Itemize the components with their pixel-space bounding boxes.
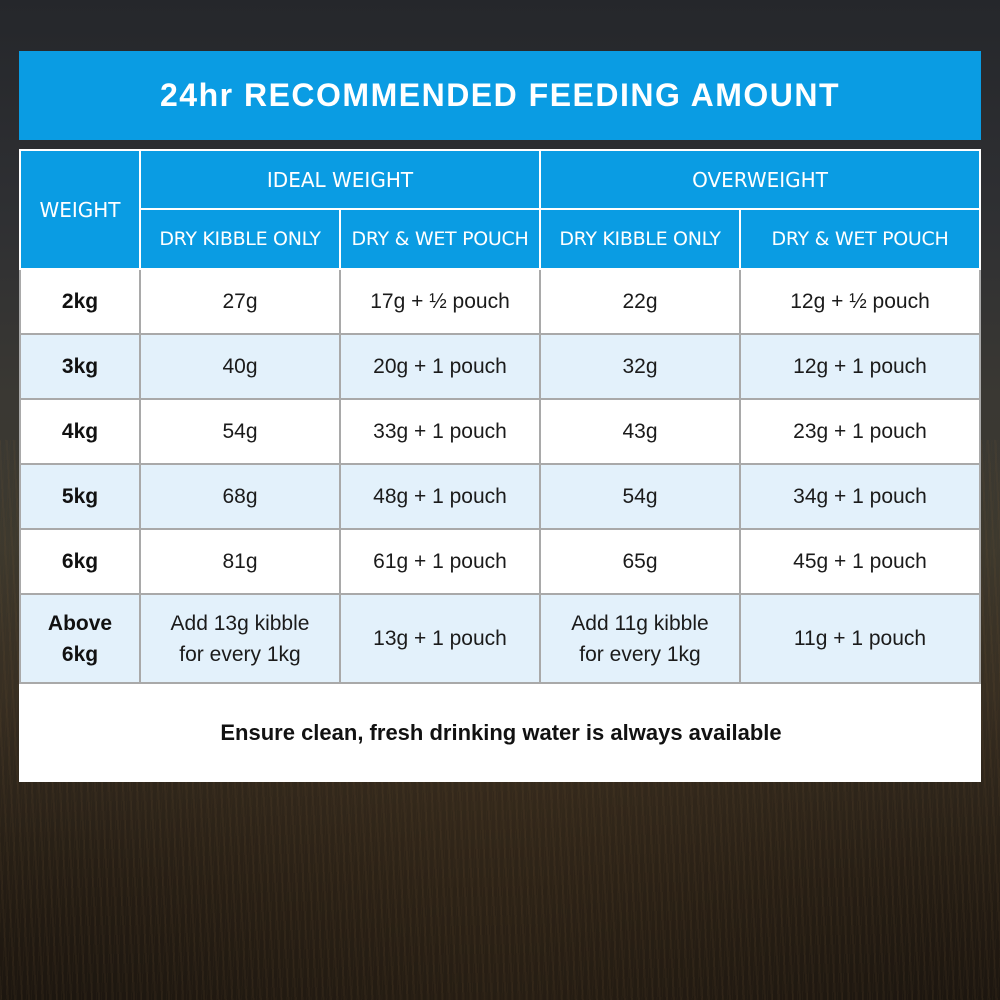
weight-line-1: Above [47,611,113,635]
weight-cell: 4kg [19,398,141,465]
table-row: 4kg 54g 33g + 1 pouch 43g 23g + 1 pouch [19,398,982,465]
ideal-dry-cell: 81g [139,528,341,595]
over-wet-cell: 45g + 1 pouch [738,528,982,595]
feeding-table: WEIGHT IDEAL WEIGHT OVERWEIGHT DRY KIBBL… [19,149,982,684]
ideal-wet-cell: 20g + 1 pouch [339,333,541,400]
header-overweight: OVERWEIGHT [538,149,982,210]
ideal-wet-cell: 48g + 1 pouch [339,463,541,530]
ideal-dry-cell: 40g [139,333,341,400]
over-dry-cell: 22g [539,268,741,335]
over-dry-cell: 65g [539,528,741,595]
weight-cell: 2kg [19,268,141,335]
over-wet-cell: 12g + 1 pouch [738,333,982,400]
over-dry-line-1: Add 11g kibble [571,611,709,635]
ideal-wet-cell: 17g + ½ pouch [339,268,541,335]
weight-cell: Above 6kg [19,593,141,684]
feeding-panel: 24hr RECOMMENDED FEEDING AMOUNT WEIGHT I… [19,51,982,782]
header-row-groups: WEIGHT IDEAL WEIGHT OVERWEIGHT [19,149,982,270]
over-dry-cell: 54g [539,463,741,530]
table-row: 6kg 81g 61g + 1 pouch 65g 45g + 1 pouch [19,528,982,595]
over-dry-cell: 32g [539,333,741,400]
weight-line-2: 6kg [61,642,99,666]
header-row-sub: DRY KIBBLE ONLY DRY & WET POUCH DRY KIBB… [20,208,982,270]
ideal-wet-cell: 13g + 1 pouch [339,593,541,684]
weight-cell: 3kg [19,333,141,400]
over-dry-cell: 43g [539,398,741,465]
ideal-dry-cell: 27g [139,268,341,335]
page-title: 24hr RECOMMENDED FEEDING AMOUNT [19,51,981,140]
over-wet-cell: 12g + ½ pouch [738,268,982,335]
ideal-dry-cell: Add 13g kibble for every 1kg [139,593,341,684]
ideal-dry-line-2: for every 1kg [179,642,301,666]
over-wet-cell: 23g + 1 pouch [738,398,982,465]
over-dry-cell: Add 11g kibble for every 1kg [539,593,741,684]
ideal-dry-line-1: Add 13g kibble [170,611,310,635]
ideal-dry-cell: 54g [139,398,341,465]
table-row: 3kg 40g 20g + 1 pouch 32g 12g + 1 pouch [19,333,982,400]
over-dry-line-2: for every 1kg [579,642,701,666]
ideal-wet-cell: 61g + 1 pouch [339,528,541,595]
gap [19,140,981,149]
weight-cell: 5kg [19,463,141,530]
table-row: 5kg 68g 48g + 1 pouch 54g 34g + 1 pouch [19,463,982,530]
table-row: 2kg 27g 17g + ½ pouch 22g 12g + ½ pouch [19,268,982,335]
over-wet-cell: 34g + 1 pouch [738,463,982,530]
header-weight: WEIGHT [19,149,141,270]
header-ideal-dry-wet: DRY & WET POUCH [339,208,541,270]
footer-note: Ensure clean, fresh drinking water is al… [19,684,981,782]
ideal-wet-cell: 33g + 1 pouch [339,398,541,465]
header-over-dry-kibble: DRY KIBBLE ONLY [539,208,741,270]
header-ideal-weight: IDEAL WEIGHT [139,149,541,210]
header-over-dry-wet: DRY & WET POUCH [738,208,982,270]
ideal-dry-cell: 68g [139,463,341,530]
over-wet-cell: 11g + 1 pouch [738,593,982,684]
table-row: Above 6kg Add 13g kibble for every 1kg 1… [19,593,982,684]
header-ideal-dry-kibble: DRY KIBBLE ONLY [139,208,341,270]
weight-cell: 6kg [19,528,141,595]
